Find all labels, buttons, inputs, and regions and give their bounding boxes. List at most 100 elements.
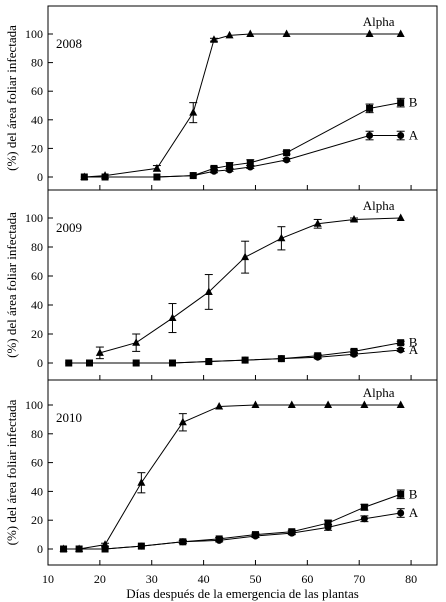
y-tick-label: 0 bbox=[37, 356, 43, 370]
data-point-circle bbox=[75, 545, 83, 553]
data-point-circle bbox=[60, 545, 68, 553]
data-point-circle bbox=[350, 350, 358, 358]
series-A: A bbox=[60, 505, 419, 553]
series-label-A: A bbox=[409, 342, 419, 357]
y-tick-label: 100 bbox=[25, 27, 43, 41]
data-point-triangle bbox=[313, 219, 322, 227]
data-point-circle bbox=[283, 156, 291, 164]
series-line bbox=[84, 33, 401, 178]
data-point-circle bbox=[324, 523, 332, 531]
data-point-circle bbox=[137, 542, 145, 550]
data-point-triangle bbox=[251, 400, 260, 408]
panel-year-label: 2010 bbox=[56, 410, 82, 425]
panel-2010: 0 20 40 60 80 100 2010 Alpha BA bbox=[25, 379, 438, 566]
data-point-triangle bbox=[241, 252, 250, 261]
data-point-triangle bbox=[365, 29, 374, 37]
data-point-triangle bbox=[189, 108, 198, 116]
y-tick-label: 0 bbox=[37, 542, 43, 556]
data-point-circle bbox=[132, 359, 140, 367]
data-point-circle bbox=[397, 509, 405, 517]
x-tick-label: 30 bbox=[146, 572, 158, 586]
x-tick-label: 10 bbox=[42, 572, 54, 586]
data-point-square bbox=[360, 503, 368, 511]
data-point-square bbox=[246, 159, 254, 167]
data-point-triangle bbox=[350, 214, 359, 223]
x-tick-label: 50 bbox=[249, 572, 261, 586]
y-tick-label: 40 bbox=[31, 298, 43, 312]
series-label-A: A bbox=[409, 505, 419, 520]
data-point-square bbox=[226, 162, 234, 170]
data-point-triangle bbox=[396, 213, 405, 221]
series-label-Alpha: Alpha bbox=[363, 385, 395, 400]
data-point-circle bbox=[65, 359, 73, 367]
data-point-triangle bbox=[225, 30, 234, 39]
data-point-triangle bbox=[95, 348, 104, 356]
data-point-square bbox=[366, 104, 374, 112]
data-point-triangle bbox=[277, 233, 286, 242]
data-point-circle bbox=[80, 173, 88, 181]
data-point-circle bbox=[397, 132, 405, 140]
series-Alpha: Alpha bbox=[95, 198, 405, 360]
series-line bbox=[84, 135, 401, 178]
panel-2009: 0 20 40 60 80 100 2009 Alpha BA bbox=[25, 189, 438, 381]
data-point-circle bbox=[215, 536, 223, 544]
series-B: B bbox=[65, 335, 418, 367]
y-tick-label: 40 bbox=[31, 484, 43, 498]
data-point-circle bbox=[101, 173, 109, 181]
y-tick-label: 60 bbox=[31, 269, 43, 283]
y-axis-title: (%) del área foliar infectada bbox=[4, 212, 19, 358]
series-A: A bbox=[65, 342, 419, 367]
data-point-circle bbox=[366, 132, 374, 140]
data-point-circle bbox=[277, 355, 285, 363]
data-point-circle bbox=[179, 538, 187, 546]
y-tick-label: 80 bbox=[31, 427, 43, 441]
y-tick-label: 100 bbox=[25, 398, 43, 412]
data-point-triangle bbox=[178, 417, 187, 426]
data-point-triangle bbox=[137, 478, 146, 486]
data-point-circle bbox=[101, 545, 109, 553]
y-tick-label: 40 bbox=[31, 113, 43, 127]
panel-frame bbox=[47, 379, 438, 566]
x-tick-label: 80 bbox=[405, 572, 417, 586]
data-point-triangle bbox=[246, 29, 255, 37]
y-tick-label: 60 bbox=[31, 456, 43, 470]
y-tick-label: 80 bbox=[31, 56, 43, 70]
series-Alpha: Alpha bbox=[59, 385, 405, 552]
data-point-circle bbox=[241, 356, 249, 364]
data-point-triangle bbox=[152, 163, 161, 172]
series-A: A bbox=[80, 128, 419, 181]
data-point-circle bbox=[189, 172, 197, 180]
series-label-Alpha: Alpha bbox=[363, 198, 395, 213]
y-tick-label: 100 bbox=[25, 211, 43, 225]
data-point-triangle bbox=[287, 400, 296, 408]
data-point-triangle bbox=[396, 29, 405, 37]
data-point-triangle bbox=[396, 400, 405, 408]
data-point-square bbox=[324, 519, 332, 527]
data-point-triangle bbox=[209, 35, 218, 43]
data-point-circle bbox=[168, 359, 176, 367]
series-label-B: B bbox=[409, 486, 418, 501]
y-tick-label: 20 bbox=[31, 513, 43, 527]
data-point-square bbox=[397, 339, 405, 347]
panel-year-label: 2009 bbox=[56, 220, 82, 235]
series-label-B: B bbox=[409, 335, 418, 350]
data-point-circle bbox=[360, 515, 368, 523]
data-point-square bbox=[283, 149, 291, 157]
series-line bbox=[68, 349, 401, 364]
x-axis-title: Días después de la emergencia de las pla… bbox=[126, 586, 359, 601]
data-point-circle bbox=[288, 529, 296, 537]
series-label-B: B bbox=[409, 95, 418, 110]
data-point-square bbox=[397, 99, 405, 107]
x-tick-label: 60 bbox=[301, 572, 313, 586]
data-point-triangle bbox=[215, 401, 224, 410]
y-tick-label: 20 bbox=[31, 141, 43, 155]
data-point-square bbox=[397, 490, 405, 498]
data-point-circle bbox=[246, 163, 254, 171]
panel-2008: 0 20 40 60 80 100 2008 Alpha B A bbox=[25, 5, 438, 191]
series-line bbox=[63, 493, 401, 550]
y-axis-title: (%) del área foliar infectada bbox=[4, 25, 19, 171]
data-point-triangle bbox=[324, 400, 333, 408]
data-point-triangle bbox=[132, 338, 141, 346]
panel-year-label: 2008 bbox=[56, 36, 82, 51]
y-tick-label: 0 bbox=[37, 170, 43, 184]
